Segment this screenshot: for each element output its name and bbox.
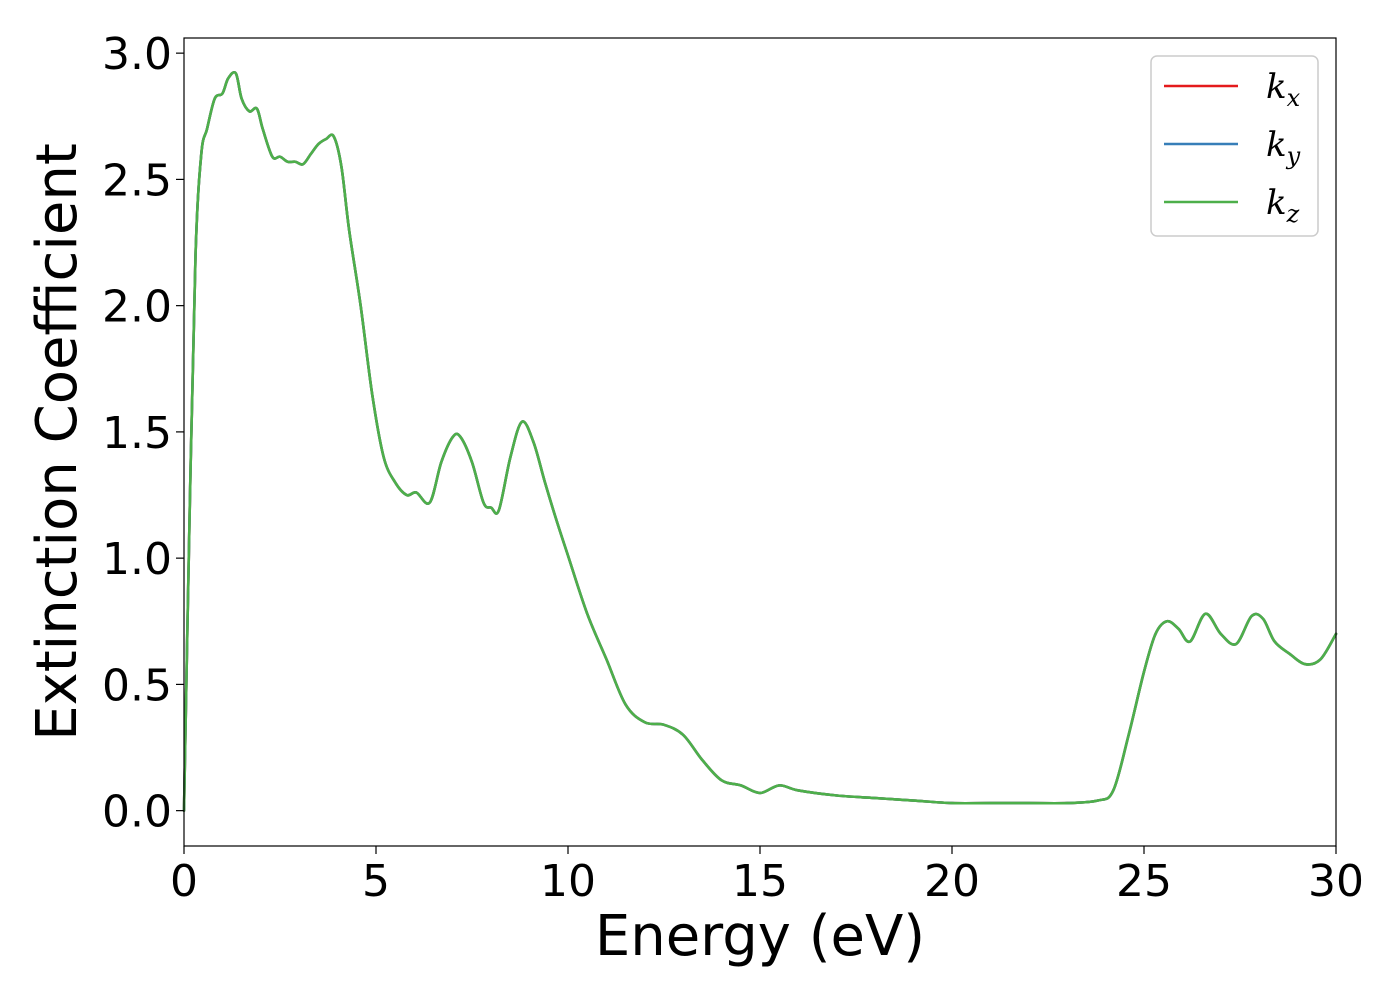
- legend-label-k-z: kz: [1266, 183, 1300, 228]
- legend-label-k-y: ky: [1266, 125, 1301, 170]
- legend-box: [1150, 55, 1319, 237]
- x-tick-label: 20: [924, 856, 980, 907]
- x-axis-ticks: 0 5 10 15 20 25 30: [170, 846, 1364, 907]
- y-tick-label: 2.0: [102, 282, 172, 333]
- legend-label-k-x: kx: [1266, 67, 1301, 112]
- y-tick-label: 3.0: [102, 29, 172, 80]
- x-tick-label: 5: [362, 856, 390, 907]
- x-tick-label: 0: [170, 856, 198, 907]
- y-tick-label: 0.5: [102, 660, 172, 711]
- legend: kx ky kz: [1150, 55, 1319, 237]
- series-line-k-z: [182, 70, 1338, 812]
- legend-entries: kx ky kz: [1164, 67, 1301, 228]
- series-layer: [182, 70, 1338, 812]
- y-tick-label: 1.5: [102, 408, 172, 459]
- x-axis-label: Energy (eV): [595, 904, 925, 969]
- x-tick-label: 15: [732, 856, 788, 907]
- y-axis-label: Extinction Coefficient: [25, 143, 90, 741]
- y-tick-label: 1.0: [102, 534, 172, 585]
- x-tick-label: 30: [1308, 856, 1364, 907]
- y-tick-label: 0.0: [102, 787, 172, 838]
- y-tick-label: 2.5: [102, 155, 172, 206]
- x-tick-label: 10: [540, 856, 596, 907]
- y-axis-ticks: 0.0 0.5 1.0 1.5 2.0 2.5 3.0: [102, 29, 184, 838]
- x-tick-label: 25: [1116, 856, 1172, 907]
- plot-area: [184, 38, 1336, 846]
